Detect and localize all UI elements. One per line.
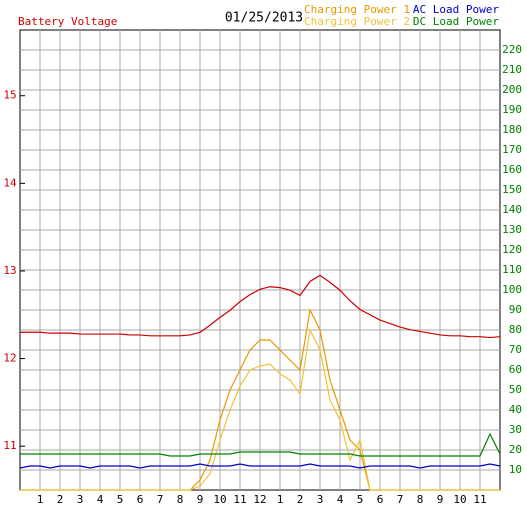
y2-tick-label: 190: [502, 103, 522, 116]
y2-tick-label: 50: [509, 383, 522, 396]
legend-entry: AC Load Power: [413, 3, 499, 16]
y2-tick-label: 130: [502, 223, 522, 236]
y2-tick-label: 180: [502, 123, 522, 136]
y2-tick-label: 80: [509, 323, 522, 336]
x-tick-label: 8: [177, 493, 184, 506]
y2-tick-label: 210: [502, 63, 522, 76]
y2-tick-label: 220: [502, 43, 522, 56]
x-tick-label: 6: [377, 493, 384, 506]
x-tick-label: 7: [397, 493, 404, 506]
series-line: [19, 463, 501, 469]
x-tick-label: 4: [97, 493, 104, 506]
series-line: [20, 432, 501, 457]
x-tick-label: 11: [233, 493, 246, 506]
x-tick-label: 1: [277, 493, 284, 506]
y2-tick-label: 100: [502, 283, 522, 296]
x-tick-label: 6: [137, 493, 144, 506]
x-tick-label: 2: [297, 493, 304, 506]
y2-tick-label: 70: [509, 343, 522, 356]
x-tick-label: 5: [117, 493, 124, 506]
y2-tick-label: 120: [502, 243, 522, 256]
series-line: [20, 274, 501, 339]
y2-tick-label: 30: [509, 423, 522, 436]
y2-tick-label: 200: [502, 83, 522, 96]
series-line: [20, 328, 500, 491]
y2-tick-label: 140: [502, 203, 522, 216]
y-tick-label: 11: [3, 439, 16, 452]
y2-tick-label: 40: [509, 403, 522, 416]
legend-entry: Battery Voltage: [18, 15, 117, 28]
legend-entry: Charging Power 1: [304, 3, 410, 16]
x-tick-label: 11: [473, 493, 486, 506]
x-tick-label: 7: [157, 493, 164, 506]
y2-tick-label: 160: [502, 163, 522, 176]
y2-tick-label: 150: [502, 183, 522, 196]
y2-tick-label: 110: [502, 263, 522, 276]
y-tick-label: 15: [3, 89, 16, 102]
x-tick-label: 8: [417, 493, 424, 506]
y-tick-label: 12: [3, 352, 16, 365]
x-tick-label: 9: [197, 493, 204, 506]
x-tick-label: 12: [253, 493, 266, 506]
y-tick-label: 13: [3, 264, 16, 277]
y2-tick-label: 170: [502, 143, 522, 156]
legend-entry: DC Load Power: [413, 15, 499, 28]
legend-entry: Charging Power 2: [304, 15, 410, 28]
x-tick-label: 4: [337, 493, 344, 506]
x-tick-label: 10: [453, 493, 466, 506]
chart-title: 01/25/2013: [225, 11, 303, 26]
y2-tick-label: 10: [509, 463, 522, 476]
y2-tick-label: 60: [509, 363, 522, 376]
x-tick-label: 9: [437, 493, 444, 506]
x-tick-label: 5: [357, 493, 364, 506]
y2-tick-label: 90: [509, 303, 522, 316]
x-tick-label: 2: [57, 493, 64, 506]
x-tick-label: 3: [77, 493, 84, 506]
x-tick-label: 10: [213, 493, 226, 506]
y-tick-label: 14: [3, 176, 17, 189]
x-tick-label: 3: [317, 493, 324, 506]
y2-tick-label: 20: [509, 443, 522, 456]
x-tick-label: 1: [37, 493, 44, 506]
